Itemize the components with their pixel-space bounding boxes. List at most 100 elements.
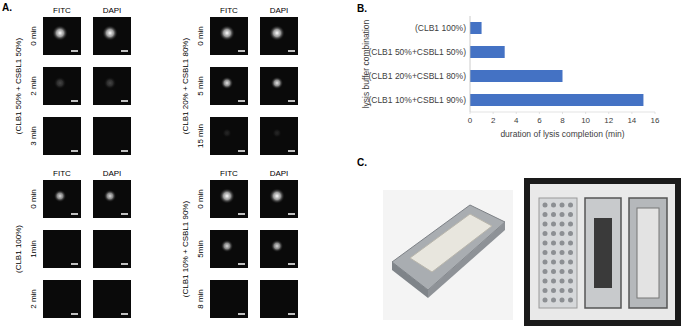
micrograph	[260, 67, 298, 105]
tick-label: 4	[514, 116, 519, 125]
channel-header: DAPI	[270, 6, 289, 15]
category-label: (CLB1 10%+CSBL1 90%)	[368, 95, 466, 105]
well	[551, 231, 556, 236]
well	[568, 250, 573, 255]
micrograph	[93, 280, 131, 318]
cell-fluorescence	[221, 240, 234, 253]
micrograph	[210, 117, 248, 155]
tick-mark	[631, 112, 632, 114]
time-label: 0 min	[196, 189, 205, 209]
well	[568, 269, 573, 274]
time-label: 2 min	[29, 289, 38, 309]
slide-holder	[629, 198, 667, 308]
micrograph	[93, 230, 131, 268]
well	[551, 298, 556, 303]
well	[543, 260, 548, 265]
scale-bar	[71, 263, 78, 265]
channel-header: DAPI	[270, 169, 289, 178]
scale-bar	[238, 213, 245, 215]
time-label: 2 min	[29, 76, 38, 96]
slide-holder	[585, 198, 621, 308]
well	[568, 222, 573, 227]
tick-mark	[539, 112, 540, 114]
well	[568, 241, 573, 246]
tick-label: 16	[651, 116, 660, 125]
micrograph	[210, 280, 248, 318]
x-axis-label: duration of lysis completion (min)	[500, 129, 624, 139]
group-label: (CLB1 10% + CSBL1 90%)	[181, 201, 190, 298]
micrograph	[260, 180, 298, 218]
scale-bar	[121, 313, 128, 315]
scale-bar	[238, 100, 245, 102]
well	[551, 203, 556, 208]
tray	[530, 184, 675, 320]
scale-bar	[71, 313, 78, 315]
micrograph	[210, 180, 248, 218]
time-label: 0 min	[29, 189, 38, 209]
category-label: (CLB1 50%+CSBL1 50%)	[368, 47, 466, 57]
tick-mark	[470, 112, 471, 114]
well	[568, 298, 573, 303]
well	[551, 222, 556, 227]
well	[560, 241, 565, 246]
scale-bar	[288, 150, 295, 152]
scale-bar	[121, 213, 128, 215]
well	[568, 212, 573, 217]
well	[560, 269, 565, 274]
well	[560, 250, 565, 255]
category-label: (CLB1 20%+CSBL1 80%)	[368, 71, 466, 81]
well	[543, 288, 548, 293]
well	[543, 279, 548, 284]
well	[560, 203, 565, 208]
tick-label: 12	[604, 116, 613, 125]
micrograph	[260, 17, 298, 55]
cell-fluorescence	[272, 128, 282, 138]
cell-fluorescence	[222, 128, 232, 138]
well	[543, 241, 548, 246]
tick-label: 14	[627, 116, 636, 125]
well	[543, 250, 548, 255]
channel-header: FITC	[220, 6, 238, 15]
well	[543, 203, 548, 208]
cell-fluorescence	[104, 77, 117, 90]
well-plate	[539, 198, 577, 308]
time-label: 1min	[29, 240, 38, 257]
slide-window	[594, 218, 612, 288]
panel-label: C.	[357, 157, 367, 168]
cell-fluorescence	[104, 190, 117, 203]
bar	[470, 94, 643, 106]
well	[543, 222, 548, 227]
scale-bar	[71, 100, 78, 102]
time-label: 15 min	[196, 124, 205, 148]
scale-bar	[288, 313, 295, 315]
slide-window	[637, 208, 659, 298]
well	[551, 212, 556, 217]
tick-mark	[655, 112, 656, 114]
time-label: 0 min	[29, 26, 38, 46]
cell-fluorescence	[219, 25, 235, 41]
tick-label: 0	[468, 116, 473, 125]
time-label: 5min	[196, 240, 205, 257]
y-axis-line	[470, 16, 471, 112]
well	[568, 231, 573, 236]
cell-fluorescence	[269, 25, 285, 41]
well	[568, 288, 573, 293]
micrograph	[260, 117, 298, 155]
cell-fluorescence	[219, 188, 235, 204]
scale-bar	[238, 263, 245, 265]
tick-label: 6	[537, 116, 542, 125]
group-label: (CLB1 100%)	[14, 225, 23, 273]
scale-bar	[288, 263, 295, 265]
tick-label: 8	[560, 116, 565, 125]
group-label: (CLB1 20% + CSBL1 80%)	[181, 38, 190, 135]
well	[560, 298, 565, 303]
device-photos	[383, 178, 681, 326]
cell-fluorescence	[269, 188, 285, 204]
holder-edge	[392, 262, 428, 298]
scale-bar	[121, 50, 128, 52]
cell-fluorescence	[54, 190, 67, 203]
tick-label: 2	[491, 116, 496, 125]
cell-fluorescence	[52, 25, 68, 41]
tick-label: 10	[581, 116, 590, 125]
photo-frame	[524, 178, 681, 326]
